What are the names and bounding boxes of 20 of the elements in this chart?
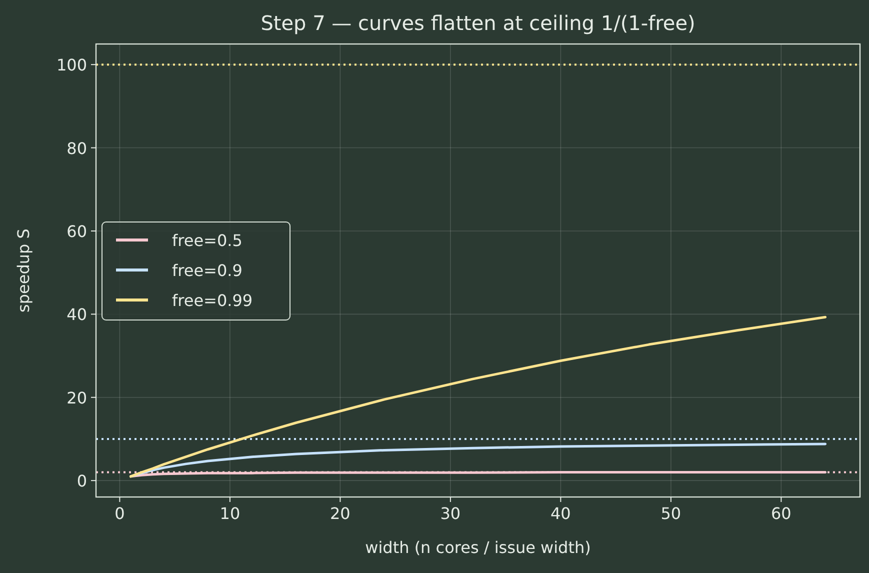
x-tick-label: 10 xyxy=(220,504,240,523)
legend-label: free=0.9 xyxy=(172,261,242,280)
legend-label: free=0.99 xyxy=(172,291,253,310)
chart-title: Step 7 — curves flatten at ceiling 1/(1-free) xyxy=(260,11,696,35)
line-series xyxy=(129,316,827,478)
x-tick-label: 30 xyxy=(440,504,461,523)
y-tick-label: 100 xyxy=(56,56,87,75)
y-tick-label: 20 xyxy=(66,388,87,408)
x-tick-label: 50 xyxy=(660,504,682,523)
y-tick-label: 0 xyxy=(76,472,87,491)
y-tick-label: 80 xyxy=(66,138,87,158)
x-tick-label: 0 xyxy=(114,504,125,523)
y-tick-label: 60 xyxy=(66,222,87,241)
y-tick-label: 40 xyxy=(66,305,87,324)
x-axis-title: width (n cores / issue width) xyxy=(365,538,591,557)
x-tick-label: 40 xyxy=(550,504,571,523)
y-axis-title: speedup S xyxy=(14,228,33,312)
legend-label: free=0.5 xyxy=(172,231,242,250)
x-tick-label: 60 xyxy=(770,504,792,523)
x-tick-label: 20 xyxy=(330,504,350,523)
